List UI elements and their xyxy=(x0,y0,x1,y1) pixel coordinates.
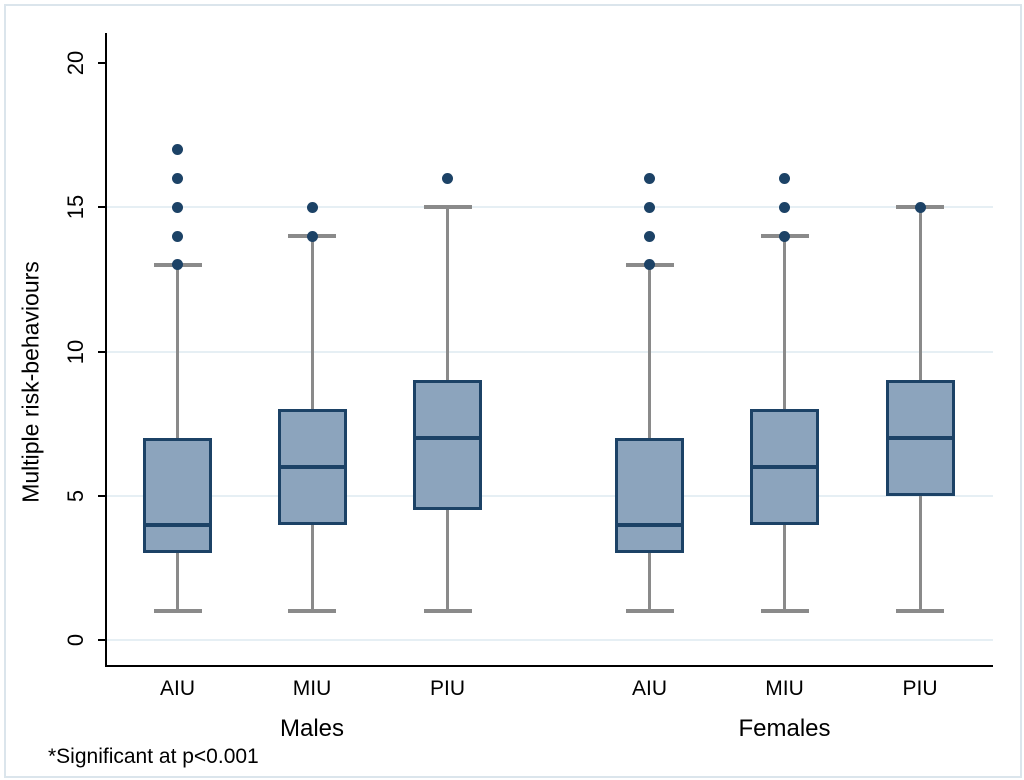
outlier-dot xyxy=(306,230,318,242)
outlier-dot xyxy=(779,201,790,213)
outlier-dot xyxy=(172,144,183,156)
whisker-upper-stem xyxy=(648,264,651,439)
x-category-label: MIU xyxy=(292,677,332,700)
median-line xyxy=(143,522,212,527)
x-category-label: PIU xyxy=(902,677,938,700)
whisker-lower-cap xyxy=(423,609,472,614)
outlier-dot xyxy=(914,201,926,213)
outlier-dot xyxy=(779,230,790,242)
x-group-label: Males xyxy=(279,715,345,742)
whisker-lower-stem xyxy=(310,524,314,612)
outlier-dot xyxy=(644,201,655,213)
y-gridline xyxy=(105,639,993,641)
median-line xyxy=(615,522,684,527)
y-tick-mark xyxy=(97,639,106,641)
whisker-lower-cap xyxy=(625,609,674,614)
outlier-dot xyxy=(779,172,790,184)
x-category-label: PIU xyxy=(429,677,466,700)
outlier-dot xyxy=(172,201,183,213)
whisker-lower-stem xyxy=(918,495,922,612)
y-tick-mark xyxy=(97,206,106,209)
whisker-lower-cap xyxy=(896,609,944,614)
median-line xyxy=(413,436,482,441)
whisker-upper-stem xyxy=(783,236,786,410)
median-line xyxy=(750,464,819,469)
whisker-lower-stem xyxy=(176,553,179,612)
outlier-dot xyxy=(442,172,453,184)
outlier-dot xyxy=(306,201,318,213)
y-tick-label: 0 xyxy=(63,633,88,647)
x-axis-line xyxy=(104,664,993,667)
whisker-upper-stem xyxy=(176,264,179,439)
y-gridline xyxy=(105,350,993,353)
y-tick-label: 10 xyxy=(63,339,88,364)
x-category-label: MIU xyxy=(765,677,804,700)
whisker-lower-stem xyxy=(783,524,786,612)
whisker-upper-cap xyxy=(423,205,472,210)
x-group-label: Females xyxy=(738,715,831,742)
y-gridline xyxy=(105,206,993,209)
outlier-dot xyxy=(172,172,183,184)
iqr-box xyxy=(143,438,212,554)
whisker-upper-stem xyxy=(310,236,314,410)
median-line xyxy=(277,464,347,469)
whisker-upper-stem xyxy=(446,207,449,381)
whisker-upper-stem xyxy=(918,207,922,381)
whisker-lower-cap xyxy=(288,609,336,614)
y-axis-line xyxy=(104,33,107,667)
outlier-dot xyxy=(644,259,655,271)
outlier-dot xyxy=(172,259,183,271)
x-category-label: AIU xyxy=(631,677,668,700)
y-tick-label: 20 xyxy=(63,50,88,76)
iqr-box xyxy=(615,438,684,554)
outlier-dot xyxy=(172,230,183,242)
figure-border xyxy=(4,4,1022,778)
whisker-lower-cap xyxy=(153,609,202,614)
outlier-dot xyxy=(644,172,655,184)
median-line xyxy=(885,436,955,441)
y-tick-mark xyxy=(97,62,106,64)
significance-note: *Significant at p<0.001 xyxy=(48,745,259,768)
y-tick-mark xyxy=(97,350,106,353)
y-gridline xyxy=(105,494,993,497)
outlier-dot xyxy=(644,230,655,242)
y-tick-label: 5 xyxy=(63,489,88,502)
iqr-box xyxy=(413,380,482,511)
x-category-label: AIU xyxy=(159,677,196,700)
y-tick-mark xyxy=(97,494,106,497)
y-axis-title: Multiple risk-behaviours xyxy=(17,261,44,503)
whisker-lower-stem xyxy=(648,553,651,612)
y-tick-label: 15 xyxy=(63,195,88,220)
whisker-lower-cap xyxy=(760,609,809,614)
whisker-lower-stem xyxy=(446,510,449,612)
